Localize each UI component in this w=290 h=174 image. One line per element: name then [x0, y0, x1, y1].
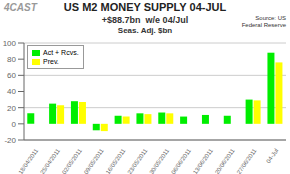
svg-text:60: 60 [7, 71, 16, 80]
html-text:+$88.7bn w/e 04/Jul: +$88.7bn w/e 04/Jul [101, 15, 189, 25]
svg-text:16/05/2011: 16/05/2011 [105, 147, 127, 174]
html-text:US M2 MONEY SUPPLY 04-JUL: US M2 MONEY SUPPLY 04-JUL [63, 1, 227, 13]
svg-text:20/06/2011: 20/06/2011 [214, 147, 236, 174]
html-text:Act + Rcvs.: Act + Rcvs. [43, 49, 79, 56]
html-text:Prev.: Prev. [43, 58, 59, 65]
svg-text:13/06/2011: 13/06/2011 [192, 147, 214, 174]
html-text:Source: US Federal Reserve: Source: US Federal Reserve [241, 15, 286, 28]
svg-text:-20: -20 [4, 136, 16, 145]
svg-text:04-Jul: 04-Jul [265, 148, 279, 165]
svg-text:02/05/2011: 02/05/2011 [61, 147, 83, 174]
html-text:Seas. Adj. $bn: Seas. Adj. $bn [117, 26, 173, 35]
svg-text:23/05/2011: 23/05/2011 [127, 147, 149, 174]
svg-text:0: 0 [12, 120, 17, 129]
svg-text:80: 80 [7, 55, 16, 64]
svg-text:30/05/2011: 30/05/2011 [148, 147, 170, 174]
svg-text:27/06/2011: 27/06/2011 [236, 147, 258, 174]
svg-text:40: 40 [7, 87, 16, 96]
svg-text:20: 20 [7, 104, 16, 113]
svg-text:09/05/2011: 09/05/2011 [83, 147, 105, 174]
svg-text:100: 100 [3, 39, 17, 48]
svg-text:25/04/2011: 25/04/2011 [39, 147, 61, 174]
html-text:4CAST: 4CAST [4, 2, 37, 13]
svg-text:18/04/2011: 18/04/2011 [17, 147, 39, 174]
svg-text:06/06/2011: 06/06/2011 [170, 147, 192, 174]
